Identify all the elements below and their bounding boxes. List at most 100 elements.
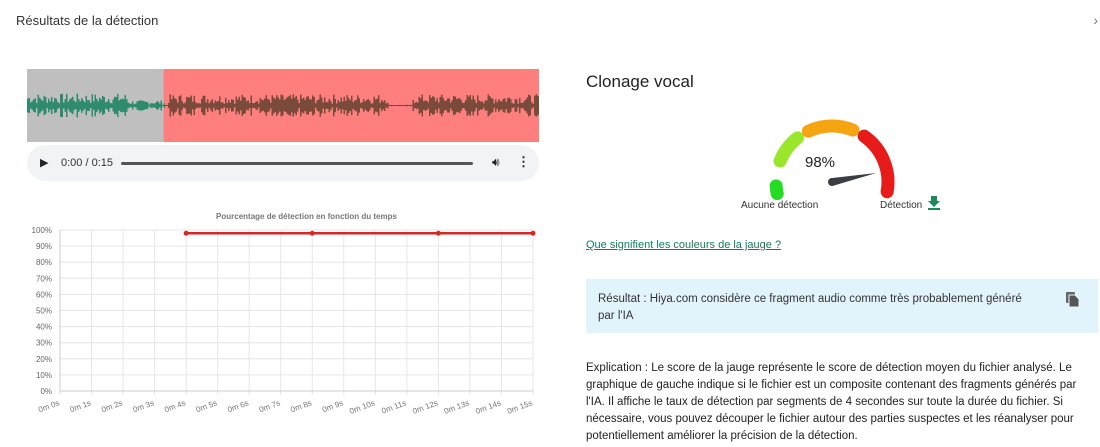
x-tick-label: 0m 5s xyxy=(195,398,219,414)
wave-bar xyxy=(400,105,402,106)
wave-bar xyxy=(265,95,267,116)
wave-bar xyxy=(472,95,474,116)
wave-bar xyxy=(232,99,234,112)
wave-bar xyxy=(468,96,470,115)
wave-bar xyxy=(31,101,33,110)
gauge-title: Clonage vocal xyxy=(586,72,694,91)
wave-bar xyxy=(390,104,392,107)
wave-bar xyxy=(84,102,86,109)
wave-bar xyxy=(129,103,131,108)
wave-bar xyxy=(297,99,299,112)
wave-bar xyxy=(90,102,92,109)
wave-bar xyxy=(226,102,228,109)
wave-bar xyxy=(480,101,482,110)
y-tick-label: 70% xyxy=(36,274,52,283)
more-vert-icon[interactable]: ⋮ xyxy=(517,154,530,169)
wave-bar xyxy=(126,99,128,112)
y-tick-label: 40% xyxy=(36,323,52,332)
wave-bar xyxy=(438,102,440,109)
wave-bar xyxy=(427,102,429,109)
wave-bar xyxy=(339,102,341,109)
wave-bar xyxy=(492,98,494,113)
wave-bar xyxy=(231,99,233,112)
wave-bar xyxy=(370,103,372,108)
wave-bar xyxy=(282,95,284,116)
volume-icon[interactable]: 🔊︎ xyxy=(492,155,500,169)
wave-bar xyxy=(361,102,363,109)
wave-bar xyxy=(288,96,290,115)
wave-bar xyxy=(466,94,468,117)
seek-bar[interactable] xyxy=(121,162,473,165)
wave-bar xyxy=(475,102,477,109)
wave-bar xyxy=(519,97,521,114)
wave-bar xyxy=(168,102,170,109)
wave-bar xyxy=(55,98,57,113)
x-tick-label: 0m 11s xyxy=(380,398,407,415)
x-tick-label: 0m 15s xyxy=(506,398,534,415)
wave-bar xyxy=(189,97,191,114)
wave-bar xyxy=(412,99,414,112)
wave-bar xyxy=(106,101,108,110)
wave-bar xyxy=(402,105,404,106)
time-display: 0:00 / 0:15 xyxy=(61,157,113,169)
wave-bar xyxy=(415,101,417,110)
play-icon[interactable]: ▶ xyxy=(40,157,49,169)
waveform[interactable] xyxy=(27,69,539,142)
wave-bar xyxy=(528,94,530,117)
wave-bar xyxy=(306,96,308,115)
y-tick-label: 60% xyxy=(36,290,52,299)
y-tick-label: 10% xyxy=(36,371,52,380)
wave-bar xyxy=(535,94,537,117)
data-point xyxy=(183,230,189,236)
wave-bar xyxy=(201,98,203,113)
wave-bar xyxy=(355,99,357,112)
wave-bar xyxy=(433,97,435,114)
wave-bar xyxy=(372,103,374,108)
wave-bar xyxy=(360,102,362,109)
wave-bar xyxy=(70,98,72,113)
wave-bar xyxy=(243,96,245,115)
wave-bar xyxy=(432,96,434,115)
wave-bar xyxy=(522,102,524,109)
wave-bar xyxy=(99,97,101,114)
wave-bar xyxy=(178,96,180,115)
wave-bar xyxy=(322,102,324,109)
wave-bar xyxy=(378,95,380,116)
wave-bar xyxy=(385,103,387,108)
copy-icon[interactable] xyxy=(1066,292,1080,312)
data-point xyxy=(530,230,536,236)
wave-bar xyxy=(526,97,528,114)
chart-title: Pourcentage de détection en fonction du … xyxy=(216,212,397,221)
wave-bar xyxy=(477,95,479,116)
wave-bar xyxy=(258,103,260,108)
wave-bar xyxy=(346,95,348,116)
x-tick-label: 0m 10s xyxy=(348,398,376,415)
y-tick-label: 30% xyxy=(36,339,52,348)
wave-bar xyxy=(504,98,506,113)
wave-bar xyxy=(159,103,161,108)
wave-bar xyxy=(261,99,263,112)
wave-bar xyxy=(418,96,420,115)
wave-bar xyxy=(451,100,453,111)
chevron-right-icon[interactable]: › xyxy=(1093,12,1098,28)
gauge-colors-link[interactable]: Que signifient les couleurs de la jauge … xyxy=(586,239,782,251)
gauge-label-high: Détection xyxy=(880,200,923,211)
wave-bar xyxy=(525,99,527,112)
data-point xyxy=(435,230,441,236)
wave-bar xyxy=(465,100,467,111)
wave-bar xyxy=(108,99,110,112)
wave-bar xyxy=(345,100,347,111)
wave-bar xyxy=(430,97,432,114)
x-tick-label: 0m 13s xyxy=(443,398,471,415)
download-icon[interactable] xyxy=(928,196,940,213)
wave-bar xyxy=(198,103,200,108)
wave-bar xyxy=(493,103,495,108)
wave-bar xyxy=(517,103,519,108)
wave-bar xyxy=(79,101,81,110)
wave-bar xyxy=(537,95,539,116)
wave-bar xyxy=(117,93,119,118)
wave-bar xyxy=(184,102,186,109)
gauge-needle xyxy=(831,172,877,186)
wave-bar xyxy=(469,94,471,117)
wave-bar xyxy=(73,100,75,111)
